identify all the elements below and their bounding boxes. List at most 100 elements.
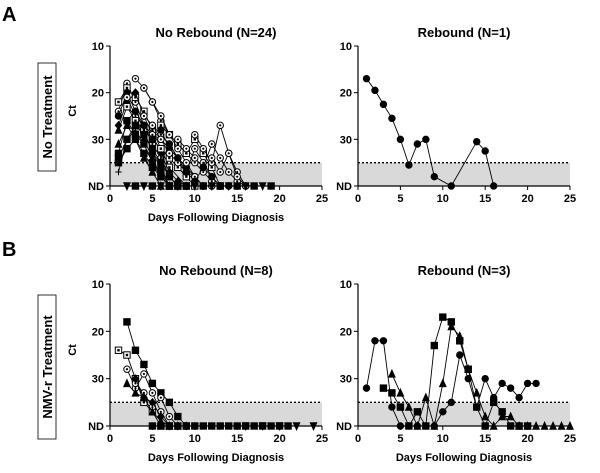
data-point bbox=[371, 86, 379, 95]
x-tick-label: 10 bbox=[189, 433, 201, 445]
data-point bbox=[481, 374, 489, 383]
data-point-inner bbox=[185, 161, 188, 164]
data-point bbox=[122, 120, 131, 130]
x-tick-label: 10 bbox=[189, 193, 201, 205]
data-point bbox=[396, 135, 405, 144]
data-point bbox=[456, 351, 464, 359]
y-tick-label: 10 bbox=[92, 279, 104, 291]
data-point-inner bbox=[168, 415, 171, 418]
series-line bbox=[391, 325, 570, 428]
data-point bbox=[233, 422, 241, 430]
data-point bbox=[157, 412, 165, 421]
data-point bbox=[447, 398, 455, 407]
x-tick-label: 0 bbox=[107, 193, 113, 205]
y-tick-label: 20 bbox=[340, 88, 352, 100]
series-p23 bbox=[131, 182, 275, 190]
x-tick-label: 5 bbox=[149, 193, 155, 205]
y-tick-label-nd: ND bbox=[336, 181, 352, 193]
data-point-inner bbox=[185, 175, 188, 178]
x-tick-label: 10 bbox=[437, 433, 449, 445]
data-point bbox=[148, 397, 157, 407]
series-r1 bbox=[362, 74, 498, 190]
data-point-inner bbox=[142, 372, 146, 376]
y-tick-label: 20 bbox=[340, 326, 352, 338]
data-point bbox=[131, 121, 140, 130]
data-point-inner bbox=[227, 152, 230, 155]
data-point bbox=[191, 422, 199, 430]
data-point bbox=[165, 140, 174, 148]
data-point-inner bbox=[125, 353, 129, 357]
data-point bbox=[523, 420, 532, 430]
data-point bbox=[148, 166, 157, 176]
data-point bbox=[174, 412, 182, 421]
data-point bbox=[233, 182, 241, 190]
data-point bbox=[174, 154, 182, 162]
data-point bbox=[413, 140, 422, 148]
data-point-inner bbox=[210, 180, 213, 183]
series-p15 bbox=[208, 149, 250, 190]
data-point bbox=[388, 389, 396, 397]
data-point-inner bbox=[176, 147, 179, 150]
data-point-inner bbox=[168, 156, 171, 160]
data-point bbox=[114, 154, 123, 162]
data-point bbox=[131, 182, 140, 190]
data-point-inner bbox=[219, 124, 222, 127]
data-point bbox=[387, 368, 396, 378]
data-point bbox=[216, 422, 224, 430]
series-s3 bbox=[387, 321, 574, 430]
data-point bbox=[455, 331, 464, 340]
data-point bbox=[379, 337, 388, 345]
data-point-inner bbox=[159, 410, 162, 413]
data-point-inner bbox=[202, 147, 205, 150]
data-point bbox=[140, 130, 148, 139]
data-point-inner bbox=[185, 147, 188, 150]
data-point bbox=[148, 149, 157, 158]
data-point-inner bbox=[202, 152, 205, 155]
data-point bbox=[139, 152, 148, 162]
data-point bbox=[566, 420, 574, 430]
data-point bbox=[122, 182, 131, 192]
data-point bbox=[114, 120, 123, 130]
data-point-inner bbox=[134, 114, 137, 118]
row-label-a: No Treatment bbox=[40, 75, 55, 159]
data-point-inner bbox=[168, 152, 171, 155]
data-point bbox=[157, 126, 165, 134]
chart-b-no-rebound: No Rebound (N=8) 10 20 30 ND0 5 10 15 20 25 Days F… bbox=[67, 263, 328, 464]
data-point-inner bbox=[227, 170, 230, 174]
data-point bbox=[489, 420, 498, 430]
data-point bbox=[182, 422, 191, 430]
x-axis-label: Days Following Diagnosis bbox=[148, 452, 284, 464]
data-point bbox=[549, 420, 558, 430]
data-point bbox=[481, 411, 490, 421]
data-point bbox=[131, 387, 140, 397]
data-point bbox=[208, 422, 216, 430]
x-tick-label: 0 bbox=[355, 433, 361, 445]
data-point bbox=[165, 182, 174, 190]
x-tick-label: 15 bbox=[479, 193, 491, 205]
x-tick-label: 0 bbox=[355, 193, 361, 205]
data-point bbox=[148, 182, 157, 190]
data-point bbox=[506, 384, 515, 392]
data-point bbox=[515, 420, 524, 430]
data-point-inner bbox=[142, 86, 146, 90]
series-p24 bbox=[148, 140, 241, 190]
data-point bbox=[447, 182, 455, 190]
data-point bbox=[439, 313, 447, 321]
data-point bbox=[481, 422, 489, 430]
data-point-inner bbox=[210, 166, 213, 169]
data-point bbox=[148, 422, 157, 430]
data-point-inner bbox=[193, 133, 196, 136]
data-point bbox=[523, 379, 532, 388]
x-axis-label: Days Following Diagnosis bbox=[396, 452, 532, 464]
chart-a-rebound: Rebound (N=1) 10 20 30 ND0 5 10 15 20 25 bbox=[336, 25, 576, 205]
y-tick-label: 30 bbox=[92, 134, 104, 146]
data-point-inner bbox=[168, 166, 171, 169]
data-point-inner bbox=[176, 138, 179, 141]
data-point bbox=[114, 138, 123, 148]
chart-a-no-rebound: No Rebound (N=24) 10 20 30 ND0 5 10 15 20 25 Days … bbox=[67, 25, 328, 224]
data-point-inner bbox=[185, 152, 188, 155]
data-point bbox=[388, 403, 396, 411]
data-point bbox=[557, 420, 566, 430]
data-point-inner bbox=[142, 128, 146, 132]
data-point bbox=[473, 403, 481, 411]
